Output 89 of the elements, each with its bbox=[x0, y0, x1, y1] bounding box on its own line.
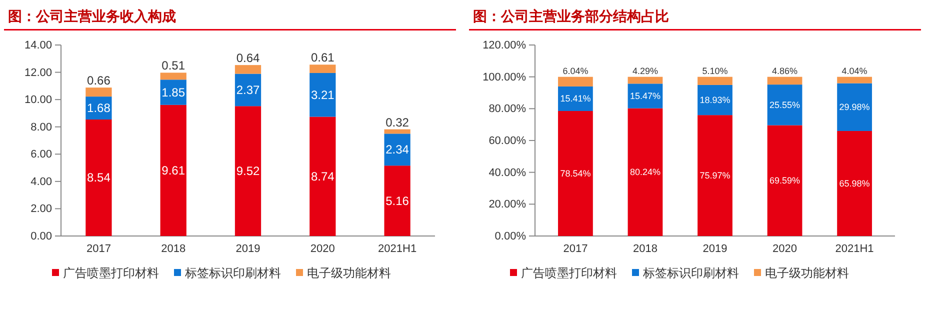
data-label: 8.54 bbox=[87, 170, 111, 185]
bar bbox=[558, 76, 593, 86]
x-tick-label: 2018 bbox=[161, 242, 186, 255]
data-label: 1.68 bbox=[87, 101, 111, 116]
bar bbox=[384, 129, 410, 134]
data-label: 4.29% bbox=[632, 66, 658, 76]
data-label: 25.55% bbox=[770, 100, 800, 110]
data-label: 0.61 bbox=[310, 50, 335, 65]
data-label: 2.37 bbox=[236, 82, 260, 97]
bar bbox=[767, 76, 802, 85]
data-label: 3.21 bbox=[310, 88, 335, 102]
bar bbox=[628, 76, 663, 84]
bar bbox=[767, 125, 802, 236]
data-label: 5.10% bbox=[702, 66, 728, 76]
data-label: 0.32 bbox=[386, 115, 410, 130]
bar bbox=[698, 84, 732, 116]
bar bbox=[160, 72, 186, 80]
legend-label: 电子级功能材料 bbox=[765, 266, 849, 280]
y-tick-label: 40.00% bbox=[488, 166, 526, 179]
y-tick-label: 60.00% bbox=[488, 135, 526, 148]
bar bbox=[310, 116, 336, 236]
x-tick-label: 2019 bbox=[702, 242, 728, 255]
data-label: 0.64 bbox=[236, 51, 260, 66]
x-tick-label: 2020 bbox=[310, 242, 335, 255]
x-tick-label: 2018 bbox=[632, 242, 658, 255]
data-label: 1.85 bbox=[162, 85, 186, 100]
data-label: 0.51 bbox=[162, 58, 186, 73]
bar bbox=[234, 106, 262, 236]
x-tick-label: 2019 bbox=[236, 242, 260, 255]
data-label: 4.04% bbox=[842, 66, 868, 76]
data-label: 6.04% bbox=[562, 66, 588, 76]
y-tick-label: 2.00 bbox=[30, 203, 52, 216]
y-tick-label: 120.00% bbox=[482, 40, 526, 52]
bar bbox=[767, 84, 802, 126]
data-label: 78.54% bbox=[560, 168, 591, 178]
y-tick-label: 100.00% bbox=[482, 71, 526, 84]
bar bbox=[837, 76, 872, 84]
data-label: 75.97% bbox=[700, 170, 730, 181]
bar bbox=[310, 64, 336, 73]
x-tick-label: 2020 bbox=[772, 242, 798, 255]
y-tick-label: 14.00 bbox=[24, 40, 52, 52]
data-label: 2.34 bbox=[386, 142, 410, 157]
data-label: 0.66 bbox=[87, 74, 111, 88]
bar bbox=[628, 108, 663, 236]
x-tick-label: 2017 bbox=[563, 242, 588, 255]
data-label: 18.93% bbox=[700, 95, 730, 106]
y-tick-label: 20.00% bbox=[488, 198, 526, 211]
bar bbox=[837, 130, 872, 236]
data-label: 29.98% bbox=[839, 102, 870, 112]
data-label: 80.24% bbox=[630, 167, 660, 178]
y-tick-label: 8.00 bbox=[30, 121, 52, 134]
y-tick-label: 80.00% bbox=[488, 103, 526, 116]
legend-label: 广告喷墨打印材料 bbox=[63, 266, 159, 280]
data-label: 4.86% bbox=[772, 66, 798, 76]
chart-title: 图：公司主营业务收入构成 bbox=[8, 8, 176, 25]
bar bbox=[384, 134, 410, 166]
y-tick-label: 4.00 bbox=[30, 176, 52, 188]
y-tick-label: 12.00 bbox=[24, 66, 52, 79]
data-label: 65.98% bbox=[839, 178, 870, 188]
bar bbox=[86, 88, 112, 97]
bar bbox=[698, 76, 732, 85]
data-label: 8.74 bbox=[310, 169, 335, 184]
bar bbox=[837, 83, 872, 131]
data-label: 15.41% bbox=[560, 94, 591, 104]
bar bbox=[234, 65, 262, 74]
legend-label: 标签标识印刷材料 bbox=[642, 266, 739, 280]
bar bbox=[698, 115, 732, 236]
y-tick-label: 10.00 bbox=[24, 94, 52, 106]
y-tick-label: 0.00 bbox=[30, 230, 52, 243]
x-tick-label: 2021H1 bbox=[835, 242, 874, 255]
data-label: 69.59% bbox=[770, 176, 800, 186]
legend-label: 标签标识印刷材料 bbox=[184, 266, 281, 280]
chart-title: 图：公司主营业务部分结构占比 bbox=[473, 8, 669, 25]
data-label: 15.47% bbox=[630, 90, 660, 101]
x-tick-label: 2021H1 bbox=[378, 242, 417, 255]
y-tick-label: 0.00% bbox=[494, 230, 526, 243]
bar bbox=[160, 104, 186, 236]
y-tick-label: 6.00 bbox=[30, 148, 52, 161]
data-label: 9.61 bbox=[162, 163, 186, 178]
bar bbox=[558, 86, 593, 111]
bar bbox=[558, 110, 593, 236]
bar bbox=[310, 72, 336, 117]
legend-label: 广告喷墨打印材料 bbox=[521, 266, 617, 280]
bar bbox=[384, 166, 410, 236]
x-tick-label: 2017 bbox=[86, 242, 111, 255]
data-label: 5.16 bbox=[386, 194, 410, 208]
data-label: 9.52 bbox=[236, 164, 260, 178]
bar bbox=[86, 119, 112, 236]
legend-label: 电子级功能材料 bbox=[307, 266, 391, 280]
